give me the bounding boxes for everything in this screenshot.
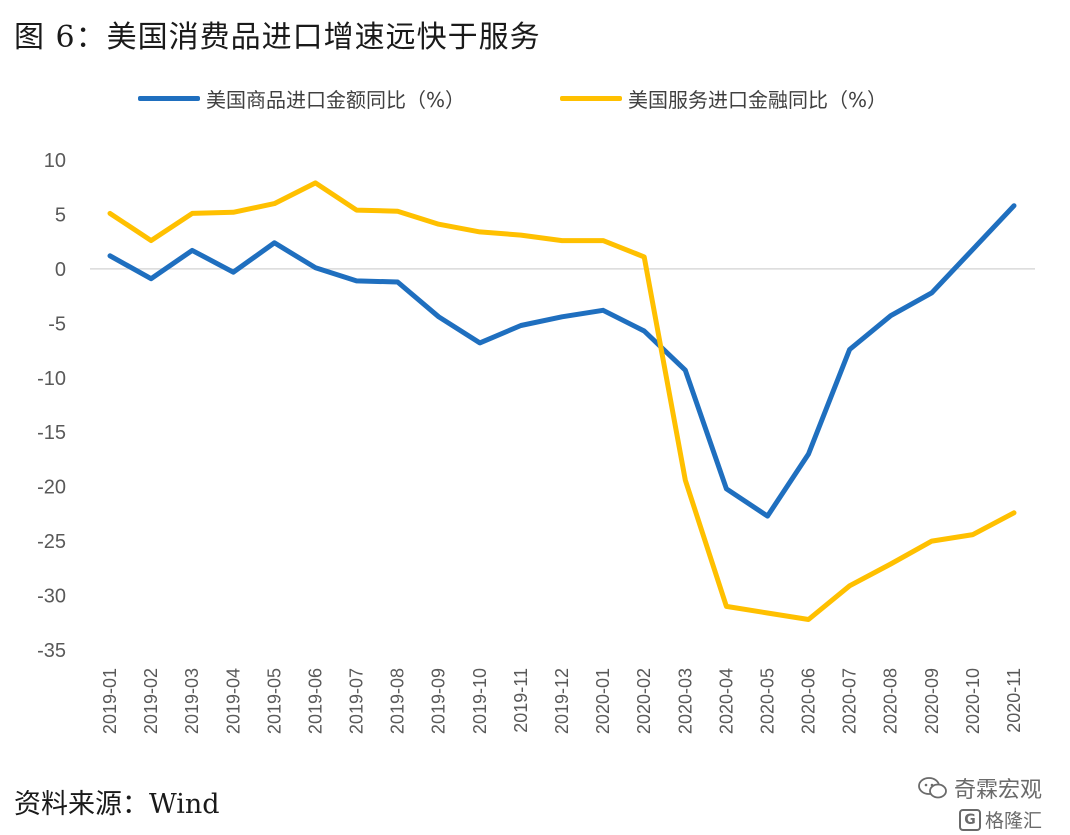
x-tick-label: 2019-05 (264, 668, 284, 734)
x-tick-label: 2019-08 (388, 668, 408, 734)
x-tick-label: 2020-09 (922, 668, 942, 734)
x-tick-label: 2020-02 (634, 668, 654, 734)
x-tick-label: 2019-10 (470, 668, 490, 734)
y-tick-label: 10 (44, 150, 66, 172)
x-tick-label: 2019-12 (552, 668, 572, 734)
x-tick-label: 2019-07 (347, 668, 367, 734)
x-tick-label: 2020-06 (799, 668, 819, 734)
x-tick-label: 2020-11 (1004, 668, 1024, 733)
y-tick-label: -20 (37, 477, 66, 499)
wechat-icon (918, 777, 947, 799)
y-tick-label: 5 (55, 204, 66, 226)
source-note: 资料来源：Wind (14, 789, 220, 820)
series-line-services (107, 180, 1017, 622)
series-line-goods (107, 203, 1017, 519)
legend-label-services: 美国服务进口金融同比（%） (628, 88, 888, 112)
x-tick-label: 2020-04 (716, 668, 736, 734)
y-tick-label: -10 (37, 368, 66, 390)
x-tick-label: 2019-11 (511, 668, 531, 733)
x-tick-label: 2020-07 (840, 668, 860, 734)
y-tick-label: -5 (48, 313, 66, 335)
x-tick-label: 2019-03 (182, 668, 202, 734)
legend-item-services: 美国服务进口金融同比（%） (560, 84, 887, 113)
y-tick-label: -30 (37, 586, 66, 608)
x-tick-label: 2019-01 (100, 668, 120, 734)
x-tick-label: 2019-09 (429, 668, 449, 734)
watermark: 奇霖宏观 G 格隆汇 (918, 772, 1042, 833)
legend-item-goods: 美国商品进口金额同比（%） (138, 84, 465, 113)
x-tick-label: 2020-10 (963, 668, 983, 734)
legend-swatch-services (560, 96, 622, 101)
x-tick-label: 2020-05 (757, 668, 777, 734)
x-tick-label: 2020-03 (675, 668, 695, 734)
chart-legend: 美国商品进口金额同比（%） 美国服务进口金融同比（%） (0, 84, 1070, 114)
x-tick-label: 2019-02 (141, 668, 161, 734)
watermark-text-2: 格隆汇 (984, 810, 1042, 832)
y-tick-label: -35 (37, 640, 66, 662)
y-tick-label: -15 (37, 422, 66, 444)
y-tick-label: 0 (55, 259, 66, 281)
line-chart: 10 5 0 -5 -10 -15 -20 -25 -30 -35 2019-01 2019-02 20… (37, 150, 1035, 734)
x-tick-label: 2020-01 (593, 668, 613, 734)
watermark-text-1: 奇霖宏观 (953, 778, 1042, 803)
x-tick-label: 2019-06 (305, 668, 325, 734)
x-tick-label: 2019-04 (223, 668, 243, 734)
x-tick-label: 2020-08 (881, 668, 901, 734)
figure-title: 图 6：美国消费品进口增速远快于服务 (14, 20, 541, 55)
y-tick-label: -25 (37, 531, 66, 553)
legend-label-goods: 美国商品进口金额同比（%） (206, 88, 466, 112)
legend-swatch-goods (138, 96, 200, 101)
gelonghui-logo-icon: G (958, 808, 981, 831)
